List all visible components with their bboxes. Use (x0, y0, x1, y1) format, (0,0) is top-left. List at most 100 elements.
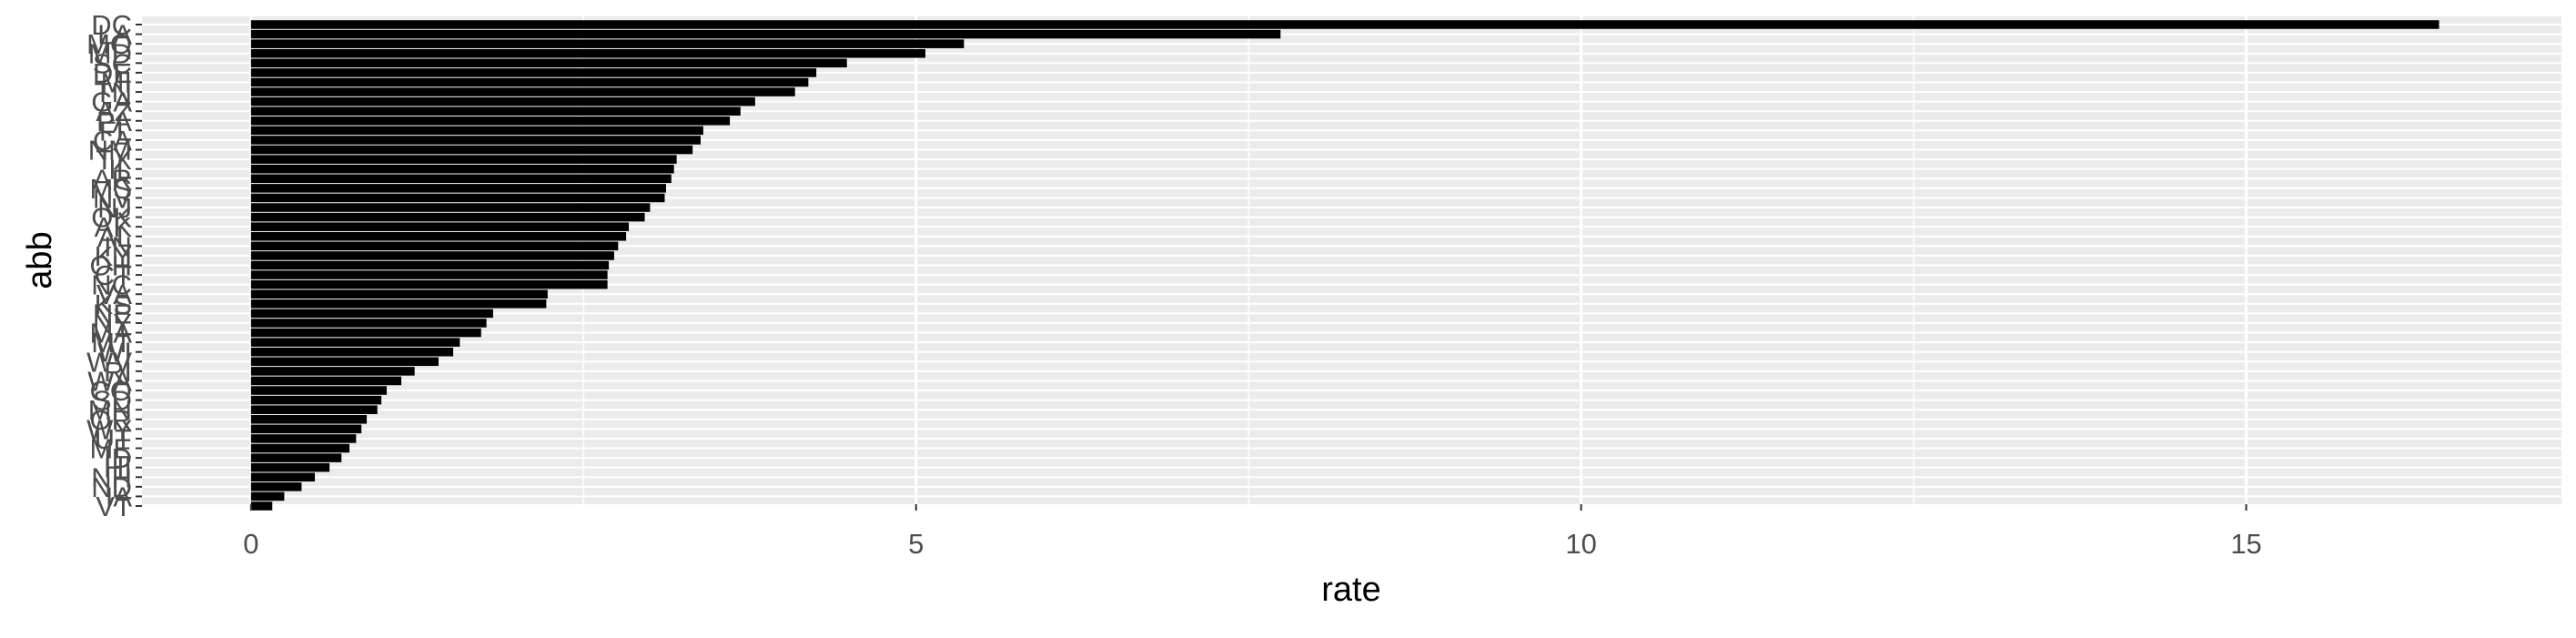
y-tick-label: AZ (96, 96, 132, 127)
y-tick-label: AL (97, 221, 132, 253)
y-tick-label: CO (90, 375, 133, 407)
y-tick-label: IL (108, 154, 132, 186)
y-tick-label: NJ (97, 192, 132, 224)
bar-az (250, 106, 741, 116)
y-tick-label: NH (91, 461, 132, 493)
bar-md (250, 48, 925, 58)
x-tick-label: 0 (243, 528, 258, 560)
y-tick-label: CA (93, 125, 132, 157)
y-tick-label: DC (91, 9, 132, 41)
y-tick-label: AR (93, 163, 132, 195)
y-tick-label: UT (95, 423, 132, 455)
y-tick-label: MA (90, 318, 133, 349)
bar-la (250, 29, 1281, 39)
x-tick-label: 15 (2230, 528, 2261, 560)
bar-vt (250, 501, 273, 511)
y-tick-label: IA (106, 481, 133, 512)
y-tick-label: PA (96, 106, 132, 137)
bar-ms (250, 184, 666, 193)
y-tick-label: SC (93, 47, 132, 79)
bar-ak (250, 222, 630, 231)
y-tick-label: HI (104, 452, 132, 484)
y-tick-label: FL (99, 115, 132, 147)
bar-wy (250, 424, 362, 434)
y-tick-label: NE (93, 298, 132, 329)
bar-de (250, 68, 817, 77)
y-axis: DCLAMOMDSCDEMITNGAAZPAFLCANMTXILARMSNVNJ… (86, 9, 142, 522)
bar-mo (250, 39, 965, 48)
y-tick-label: WY (86, 413, 132, 445)
y-tick-label: CT (95, 259, 132, 291)
bar-tn (250, 87, 795, 96)
bar-nm (250, 145, 693, 155)
y-tick-label: MS (90, 173, 133, 205)
y-tick-label: MD (88, 38, 132, 70)
y-tick-label: NY (93, 308, 132, 339)
bar-ia (250, 491, 285, 501)
bar-wa (250, 376, 402, 386)
y-tick-label: GA (91, 86, 132, 118)
bar-ky (250, 251, 614, 260)
y-tick-label: ID (104, 442, 132, 474)
bar-oh (250, 260, 610, 270)
bar-nd (250, 482, 302, 491)
bar-hi (250, 462, 330, 472)
y-tick-label: RI (104, 356, 132, 388)
bar-ar (250, 174, 672, 184)
y-tick-label: NM (88, 135, 132, 167)
bar-mn (250, 405, 378, 414)
bar-ga (250, 96, 755, 106)
bar-ct (250, 270, 608, 279)
bar-or (250, 415, 368, 424)
bar-tx (250, 155, 677, 164)
y-tick-label: NV (93, 182, 132, 214)
bar-ri (250, 367, 415, 376)
x-axis-title: rate (1321, 571, 1380, 609)
y-tick-label: OH (90, 250, 133, 282)
y-axis-title: abb (21, 231, 59, 289)
y-tick-label: LA (97, 19, 132, 51)
bar-ny (250, 319, 487, 328)
y-tick-label: OR (90, 404, 133, 436)
bar-va (250, 289, 548, 299)
x-tick-label: 10 (1565, 528, 1596, 560)
bar-nc (250, 279, 608, 289)
y-tick-label: WA (87, 365, 132, 397)
bar-ks (250, 299, 547, 309)
y-tick-label: VA (96, 278, 132, 310)
x-tick-label: 5 (908, 528, 924, 560)
y-tick-label: TX (96, 144, 132, 176)
y-tick-label: MO (86, 28, 132, 60)
y-tick-label: IN (104, 230, 132, 262)
y-tick-label: WI (97, 337, 132, 369)
bar-sd (250, 395, 382, 405)
y-tick-label: MT (91, 327, 132, 359)
y-tick-label: SD (93, 385, 132, 417)
bar-co (250, 386, 387, 395)
bar-ma (250, 328, 481, 338)
bar-il (250, 164, 674, 174)
y-tick-label: MN (88, 394, 132, 426)
bar-nv (250, 193, 665, 203)
y-tick-label: VT (96, 491, 132, 522)
bar-wv (250, 357, 439, 367)
bars (250, 20, 2440, 511)
y-tick-label: ME (90, 433, 133, 465)
bar-wi (250, 347, 454, 357)
bar-ca (250, 136, 701, 145)
bar-nh (250, 472, 316, 482)
bar-id (250, 453, 342, 462)
bar-ok (250, 212, 645, 222)
y-tick-label: TN (95, 76, 132, 108)
y-tick-label: ND (91, 471, 132, 503)
bar-ne (250, 309, 493, 319)
y-tick-label: KS (95, 289, 132, 320)
bar-dc (250, 20, 2440, 29)
bar-pa (250, 116, 731, 126)
bar-in (250, 241, 619, 251)
y-tick-label: WV (86, 346, 132, 378)
x-axis: 0 5 10 15 (243, 504, 2262, 560)
bar-nj (250, 203, 651, 212)
